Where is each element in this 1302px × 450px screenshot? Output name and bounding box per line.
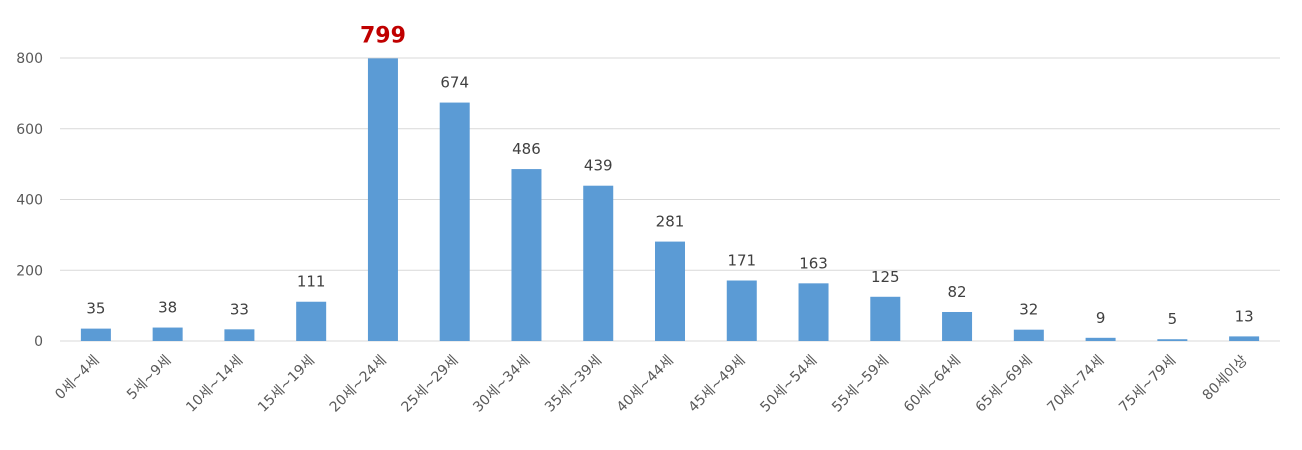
bar bbox=[942, 311, 973, 341]
x-tick-label: 40세~44세 bbox=[614, 353, 677, 416]
x-tick-label: 5세~9세 bbox=[124, 353, 174, 403]
x-axis-ticks: 0세~4세 5세~9세 10세~14세 15세~19세 20세~24세 25세~29세 30… bbox=[52, 352, 1251, 415]
data-labels: 35 38 33 111 799 674 486 439 281 171 163 125 82 32 9 5 1… bbox=[86, 23, 1253, 328]
x-tick-label: 20세~24세 bbox=[327, 353, 390, 416]
bar bbox=[798, 283, 829, 341]
y-axis-ticks: 0 200 400 600 800 bbox=[16, 51, 43, 350]
bar bbox=[152, 327, 183, 341]
bar bbox=[1157, 339, 1188, 341]
data-label: 674 bbox=[440, 74, 469, 92]
data-label: 171 bbox=[727, 252, 756, 270]
bar bbox=[1229, 336, 1260, 341]
x-tick-label: 65세~69세 bbox=[973, 353, 1036, 416]
x-tick-label: 50세~54세 bbox=[757, 353, 820, 416]
bar bbox=[367, 58, 398, 341]
bar bbox=[511, 169, 542, 341]
data-label: 125 bbox=[871, 268, 900, 286]
data-label: 486 bbox=[512, 140, 541, 158]
data-label: 439 bbox=[584, 157, 613, 175]
x-tick-label: 10세~14세 bbox=[183, 353, 246, 416]
data-label: 33 bbox=[230, 300, 249, 318]
y-tick-label: 200 bbox=[16, 263, 43, 279]
x-tick-label: 45세~49세 bbox=[686, 353, 749, 416]
x-tick-label: 75세~79세 bbox=[1116, 353, 1179, 416]
y-tick-label: 0 bbox=[34, 334, 43, 350]
gridlines bbox=[60, 57, 1280, 342]
data-label: 35 bbox=[86, 300, 105, 318]
x-tick-label: 25세~29세 bbox=[399, 353, 462, 416]
data-label: 13 bbox=[1235, 307, 1254, 325]
x-tick-label: 35세~39세 bbox=[542, 353, 605, 416]
bar bbox=[870, 296, 901, 341]
x-tick-label: 15세~19세 bbox=[255, 353, 318, 416]
y-tick-label: 600 bbox=[16, 122, 43, 138]
bar bbox=[439, 102, 470, 341]
bar bbox=[80, 328, 111, 341]
x-tick-label: 0세~4세 bbox=[52, 353, 102, 403]
x-tick-label: 60세~64세 bbox=[901, 353, 964, 416]
x-tick-label: 30세~34세 bbox=[470, 353, 533, 416]
bar bbox=[583, 185, 614, 341]
data-label: 82 bbox=[948, 283, 967, 301]
data-label: 111 bbox=[297, 273, 326, 291]
data-label: 32 bbox=[1019, 301, 1038, 319]
bar bbox=[1085, 337, 1116, 341]
bar bbox=[655, 241, 685, 341]
x-tick-label: 55세~59세 bbox=[829, 353, 892, 416]
bar bbox=[1013, 329, 1044, 341]
bar bbox=[296, 301, 327, 341]
x-tick-label: 70세~74세 bbox=[1044, 353, 1107, 416]
bars bbox=[80, 58, 1260, 341]
y-tick-label: 800 bbox=[16, 51, 43, 67]
data-label: 9 bbox=[1096, 309, 1106, 327]
data-label: 281 bbox=[656, 213, 685, 231]
y-tick-label: 400 bbox=[16, 193, 43, 209]
data-label: 163 bbox=[799, 254, 828, 272]
bar bbox=[726, 280, 757, 341]
data-label: 5 bbox=[1168, 310, 1178, 328]
data-label: 38 bbox=[158, 299, 177, 317]
x-tick-label: 80세이상 bbox=[1200, 352, 1251, 403]
bar bbox=[224, 329, 255, 341]
data-label: 799 bbox=[360, 23, 406, 48]
